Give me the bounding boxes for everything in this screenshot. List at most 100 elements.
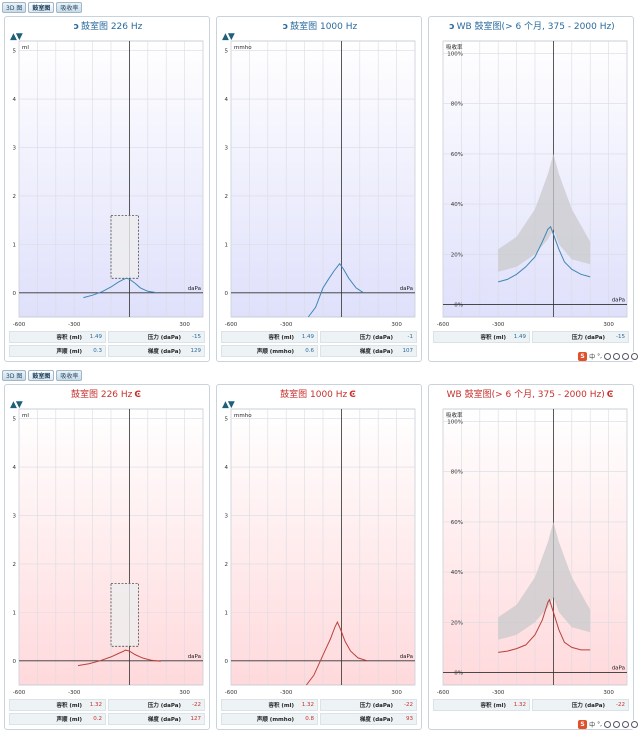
result-value: 129 — [190, 348, 202, 354]
y-tick-label: 4 — [225, 465, 229, 471]
ime-punct[interactable]: °, — [597, 721, 602, 728]
ime-keyboard-icon[interactable] — [622, 721, 629, 728]
result-label: 声顺 (ml) — [56, 349, 82, 355]
scale-up-icon[interactable]: ▲ — [10, 400, 17, 410]
result-value: 93 — [406, 716, 413, 722]
results-row: 容积 (ml) 1.32 压力 (daPa) -22 — [221, 699, 419, 711]
scale-arrows[interactable]: ▲▼ — [222, 32, 235, 42]
ime-mic-icon[interactable] — [613, 353, 620, 360]
scale-down-icon[interactable]: ▼ — [227, 400, 235, 410]
result-label: 压力 (daPa) — [147, 335, 181, 341]
y-tick-label: 40% — [451, 202, 463, 208]
tympanogram-panel-0: 鼓室图 226 Hz Ͼ ▲▼ 0 1 2 3 4 5 -600 -300 300 ml daPa 容积 (… — [4, 384, 210, 730]
normal-range-box — [110, 582, 139, 647]
data-series-line — [77, 649, 161, 667]
tab-2[interactable]: 吸收率 — [56, 2, 83, 13]
result-label: 压力 (daPa) — [359, 703, 393, 709]
scale-down-icon[interactable]: ▼ — [15, 32, 23, 42]
ime-logo-icon[interactable]: S — [578, 720, 588, 729]
result-value: -15 — [616, 334, 625, 340]
scale-down-icon[interactable]: ▼ — [227, 32, 235, 42]
panel-title: WB 鼓室图(> 6 个月, 375 - 2000 Hz) Ͼ — [429, 388, 633, 402]
chart-svg: 0 1 2 3 4 5 -600 -300 300 ml daPa — [13, 408, 204, 696]
result-label: 压力 (daPa) — [571, 335, 605, 341]
scale-up-icon[interactable]: ▲ — [10, 32, 17, 42]
y-axis-label: 吸收率 — [446, 411, 463, 419]
ime-emoji-icon[interactable] — [604, 721, 611, 728]
absorbance-panel: WB 鼓室图(> 6 个月, 375 - 2000 Hz) Ͼ 0% 20% 40% 60… — [428, 384, 634, 730]
result-cell: 压力 (daPa) -1 — [320, 331, 417, 343]
ime-settings-icon[interactable] — [631, 721, 638, 728]
results-table: 容积 (ml) 1.49 压力 (daPa) -1 声顺 (mmho) 0.6 梯度 (da… — [221, 331, 419, 359]
tab-0[interactable]: 3D 图 — [2, 370, 27, 381]
tab-1[interactable]: 鼓室图 — [28, 2, 55, 13]
chart-svg: 0 1 2 3 4 5 -600 -300 300 mmho daPa — [225, 40, 416, 328]
results-row: 声顺 (ml) 0.3 梯度 (daPa) 129 — [9, 345, 207, 357]
ime-settings-icon[interactable] — [631, 353, 638, 360]
y-tick-label: 5 — [225, 417, 229, 423]
result-cell: 压力 (daPa) -15 — [532, 331, 629, 343]
x-tick-label: 300 — [391, 690, 402, 696]
results-table: 容积 (ml) 1.49 压力 (daPa) -15 — [433, 331, 631, 345]
scale-arrows[interactable]: ▲▼ — [222, 400, 235, 410]
result-cell: 声顺 (mmho) 0.8 — [221, 713, 318, 725]
ime-logo-icon[interactable]: S — [578, 352, 588, 361]
ime-emoji-icon[interactable] — [604, 353, 611, 360]
x-axis-label: daPa — [400, 654, 413, 660]
ear-icon: ↄ — [282, 22, 289, 32]
result-cell: 压力 (daPa) -22 — [108, 699, 205, 711]
scale-up-icon[interactable]: ▲ — [222, 400, 229, 410]
x-axis-label: daPa — [188, 654, 201, 660]
ear-icon: Ͼ — [349, 390, 356, 400]
scale-up-icon[interactable]: ▲ — [222, 32, 229, 42]
y-tick-label: 1 — [225, 610, 229, 616]
y-tick-label: 2 — [225, 194, 229, 200]
y-tick-label: 4 — [13, 465, 17, 471]
result-label: 声顺 (ml) — [56, 717, 82, 723]
y-tick-label: 100% — [447, 420, 463, 426]
result-value: 1.32 — [89, 702, 102, 708]
y-tick-label: 80% — [451, 102, 463, 108]
result-label: 容积 (ml) — [268, 335, 294, 341]
scale-arrows[interactable]: ▲▼ — [10, 400, 23, 410]
ime-lang[interactable]: 中 — [589, 722, 596, 729]
tab-1[interactable]: 鼓室图 — [28, 370, 55, 381]
x-tick-label: -300 — [68, 690, 81, 696]
result-cell: 容积 (ml) 1.32 — [221, 699, 318, 711]
data-series-line — [498, 225, 591, 283]
result-label: 声顺 (mmho) — [256, 717, 294, 723]
y-tick-label: 20% — [451, 620, 463, 626]
scale-down-icon[interactable]: ▼ — [15, 400, 23, 410]
tab-0[interactable]: 3D 图 — [2, 2, 27, 13]
ime-lang[interactable]: 中 — [589, 354, 596, 361]
y-tick-label: 2 — [13, 194, 17, 200]
y-axis-label: ml — [22, 45, 29, 51]
results-row: 容积 (ml) 1.49 压力 (daPa) -15 — [9, 331, 207, 343]
ime-punct[interactable]: °, — [597, 353, 602, 360]
absorbance-panel: ↄ WB 鼓室图(> 6 个月, 375 - 2000 Hz) 0% 20% 40% 60… — [428, 16, 634, 362]
result-value: -22 — [404, 702, 413, 708]
ime-mic-icon[interactable] — [613, 721, 620, 728]
ear-block-right: 3D 图鼓室图 吸收率 鼓室图 226 Hz Ͼ ▲▼ 0 1 2 3 4 5 -600 -300 300… — [0, 368, 640, 735]
result-value: -1 — [407, 334, 413, 340]
result-value: 1.49 — [513, 334, 526, 340]
normal-range-box — [110, 214, 139, 279]
x-axis-label: daPa — [188, 286, 201, 292]
y-tick-label: 4 — [225, 97, 229, 103]
x-tick-label: 300 — [179, 322, 190, 328]
result-label: 压力 (daPa) — [359, 335, 393, 341]
result-value: 0.2 — [93, 716, 102, 722]
scale-arrows[interactable]: ▲▼ — [10, 32, 23, 42]
data-series-line — [498, 598, 591, 653]
chart-svg: 0 1 2 3 4 5 -600 -300 300 ml daPa — [13, 40, 204, 328]
y-tick-label: 4 — [13, 97, 17, 103]
tab-2[interactable]: 吸收率 — [56, 370, 83, 381]
panel-title: 鼓室图 226 Hz Ͼ — [5, 388, 209, 402]
y-tick-label: 0 — [225, 291, 229, 297]
panel-title-text: WB 鼓室图(> 6 个月, 375 - 2000 Hz) — [446, 390, 605, 400]
y-tick-label: 0% — [454, 302, 463, 308]
result-cell: 压力 (daPa) -15 — [108, 331, 205, 343]
ime-keyboard-icon[interactable] — [622, 353, 629, 360]
result-cell: 容积 (ml) 1.32 — [9, 699, 106, 711]
result-label: 容积 (ml) — [480, 703, 506, 709]
